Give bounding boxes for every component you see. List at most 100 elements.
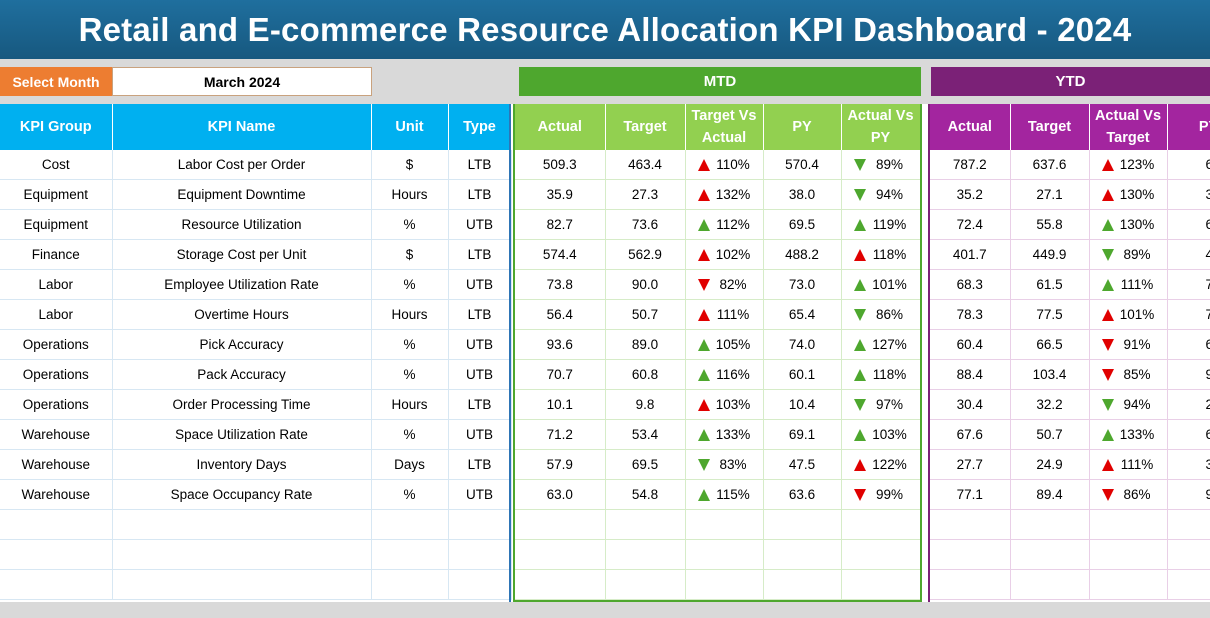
empty-cell xyxy=(685,509,764,540)
mtd-actual-vs-py-cell: 127% xyxy=(841,329,921,360)
empty-cell xyxy=(763,509,842,540)
triangle-up-icon xyxy=(853,218,866,231)
ytd-table-row xyxy=(930,539,1210,570)
mtd-target-cell: 53.4 xyxy=(605,419,686,450)
triangle-up-icon xyxy=(697,248,710,261)
percent-value: 94% xyxy=(875,187,904,202)
kpi-name-cell: Storage Cost per Unit xyxy=(112,239,372,270)
ytd-py-cell: 98 xyxy=(1167,359,1210,390)
unit-cell: Hours xyxy=(371,299,449,330)
percent-value: 89% xyxy=(1123,247,1151,262)
empty-cell xyxy=(1167,569,1210,600)
ytd-target-cell: 66.5 xyxy=(1010,329,1090,360)
ytd-py-cell: 661 xyxy=(1167,150,1210,180)
kpi-name-cell: Employee Utilization Rate xyxy=(112,269,372,300)
empty-cell xyxy=(841,509,921,540)
mtd-target-vs-actual-cell: 112% xyxy=(685,209,764,240)
empty-cell xyxy=(371,569,449,600)
kpi-table-row: Labor Employee Utilization Rate% UTB xyxy=(0,269,512,300)
empty-cell xyxy=(1010,539,1090,570)
kpi-header-kpi-name: KPI Name xyxy=(112,104,372,150)
empty-cell xyxy=(448,539,512,570)
sheet-bottom-edge xyxy=(0,602,1210,618)
ytd-actual-vs-target-cell: 89% xyxy=(1089,239,1168,270)
empty-cell xyxy=(1089,509,1168,540)
empty-cell xyxy=(1010,569,1090,600)
mtd-table-row: 82.7 73.6 112% 69.5 119% xyxy=(515,209,921,240)
percent-value: 133% xyxy=(715,427,751,442)
mtd-actual-cell: 10.1 xyxy=(515,389,606,420)
empty-cell xyxy=(685,569,764,600)
triangle-down-icon xyxy=(697,278,710,291)
ytd-py-cell: 75 xyxy=(1167,269,1210,300)
mtd-actual-cell: 35.9 xyxy=(515,179,606,210)
kpi-group-cell: Warehouse xyxy=(0,479,113,510)
ytd-table-row: 27.724.9 111% 31 xyxy=(930,449,1210,480)
ytd-target-cell: 449.9 xyxy=(1010,239,1090,270)
kpi-name-cell: Pack Accuracy xyxy=(112,359,372,390)
ytd-target-cell: 89.4 xyxy=(1010,479,1090,510)
ytd-target-cell: 50.7 xyxy=(1010,419,1090,450)
kpi-table-row: Operations Pack Accuracy% UTB xyxy=(0,359,512,390)
mtd-py-cell: 38.0 xyxy=(763,179,842,210)
triangle-down-icon xyxy=(1101,398,1114,411)
mtd-target-vs-actual-cell: 110% xyxy=(685,150,764,180)
unit-cell: % xyxy=(371,359,449,390)
kpi-group-cell: Finance xyxy=(0,239,113,270)
triangle-up-icon xyxy=(1101,428,1114,441)
type-cell: LTB xyxy=(448,179,512,210)
percent-value: 110% xyxy=(716,157,750,172)
kpi-table-row xyxy=(0,569,512,600)
ytd-actual-cell: 30.4 xyxy=(930,389,1011,420)
ytd-py-cell: 60 xyxy=(1167,419,1210,450)
triangle-down-icon xyxy=(853,158,866,171)
mtd-actual-vs-py-cell: 101% xyxy=(841,269,921,300)
kpi-table-row: Cost Labor Cost per Order $ LTB xyxy=(0,150,512,180)
percent-value: 82% xyxy=(719,277,747,292)
ytd-actual-cell: 60.4 xyxy=(930,329,1011,360)
mtd-actual-cell: 57.9 xyxy=(515,449,606,480)
mtd-target-cell: 463.4 xyxy=(605,150,686,180)
mtd-py-cell: 10.4 xyxy=(763,389,842,420)
percent-value: 111% xyxy=(1120,277,1154,292)
empty-cell xyxy=(0,509,113,540)
kpi-group-cell: Cost xyxy=(0,150,113,180)
kpi-header-kpi-group: KPI Group xyxy=(0,104,113,150)
ytd-actual-vs-target-cell: 133% xyxy=(1089,419,1168,450)
triangle-up-icon xyxy=(1101,218,1114,231)
unit-cell: Hours xyxy=(371,389,449,420)
empty-cell xyxy=(1089,569,1168,600)
kpi-group-cell: Operations xyxy=(0,329,113,360)
mtd-target-vs-actual-cell: 102% xyxy=(685,239,764,270)
mtd-py-cell: 65.4 xyxy=(763,299,842,330)
ytd-py-cell: 25 xyxy=(1167,389,1210,420)
mtd-py-cell: 63.6 xyxy=(763,479,842,510)
unit-cell: % xyxy=(371,479,449,510)
month-dropdown[interactable]: March 2024 xyxy=(112,67,372,96)
ytd-table-row: 67.650.7 133% 60 xyxy=(930,419,1210,450)
empty-cell xyxy=(112,569,372,600)
mtd-actual-cell: 574.4 xyxy=(515,239,606,270)
kpi-name-cell: Pick Accuracy xyxy=(112,329,372,360)
empty-cell xyxy=(112,509,372,540)
triangle-up-icon xyxy=(853,248,866,261)
mtd-py-cell: 69.5 xyxy=(763,209,842,240)
mtd-table-row: 57.9 69.5 83% 47.5 122% xyxy=(515,449,921,480)
mtd-py-cell: 570.4 xyxy=(763,150,842,180)
mtd-table-row: 509.3 463.4 110% 570.4 89% xyxy=(515,150,921,180)
ytd-target-cell: 61.5 xyxy=(1010,269,1090,300)
type-cell: UTB xyxy=(448,329,512,360)
mtd-table-row: 71.2 53.4 133% 69.1 103% xyxy=(515,419,921,450)
mtd-actual-vs-py-cell: 86% xyxy=(841,299,921,330)
mtd-target-cell: 90.0 xyxy=(605,269,686,300)
ytd-actual-cell: 35.2 xyxy=(930,179,1011,210)
percent-value: 102% xyxy=(715,247,751,262)
empty-cell xyxy=(930,509,1011,540)
ytd-target-cell: 637.6 xyxy=(1010,150,1090,180)
ytd-header-actual-vs-target: Actual Vs Target xyxy=(1089,104,1168,150)
ytd-actual-cell: 78.3 xyxy=(930,299,1011,330)
triangle-down-icon xyxy=(1101,368,1114,381)
type-cell: UTB xyxy=(448,479,512,510)
